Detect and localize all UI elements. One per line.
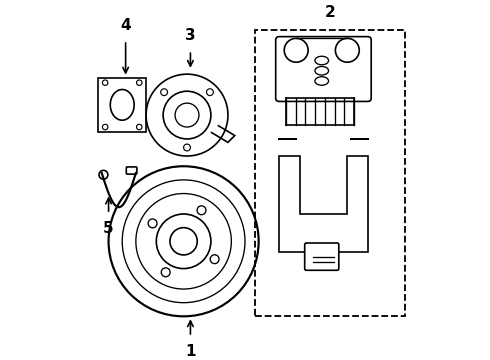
FancyBboxPatch shape — [305, 243, 339, 270]
Text: 4: 4 — [121, 18, 131, 33]
Circle shape — [137, 80, 142, 85]
Circle shape — [102, 80, 108, 85]
FancyBboxPatch shape — [126, 167, 137, 174]
Circle shape — [148, 219, 157, 228]
Circle shape — [161, 268, 170, 277]
Text: 1: 1 — [185, 343, 196, 359]
Circle shape — [197, 206, 206, 215]
Text: 5: 5 — [103, 221, 114, 236]
Bar — [255, 30, 405, 316]
FancyBboxPatch shape — [276, 37, 371, 102]
Circle shape — [137, 124, 142, 130]
Circle shape — [210, 255, 219, 264]
Text: 3: 3 — [185, 28, 196, 44]
Circle shape — [161, 89, 168, 96]
Circle shape — [184, 144, 191, 151]
Circle shape — [102, 124, 108, 130]
Text: 2: 2 — [325, 5, 336, 19]
Circle shape — [206, 89, 213, 96]
